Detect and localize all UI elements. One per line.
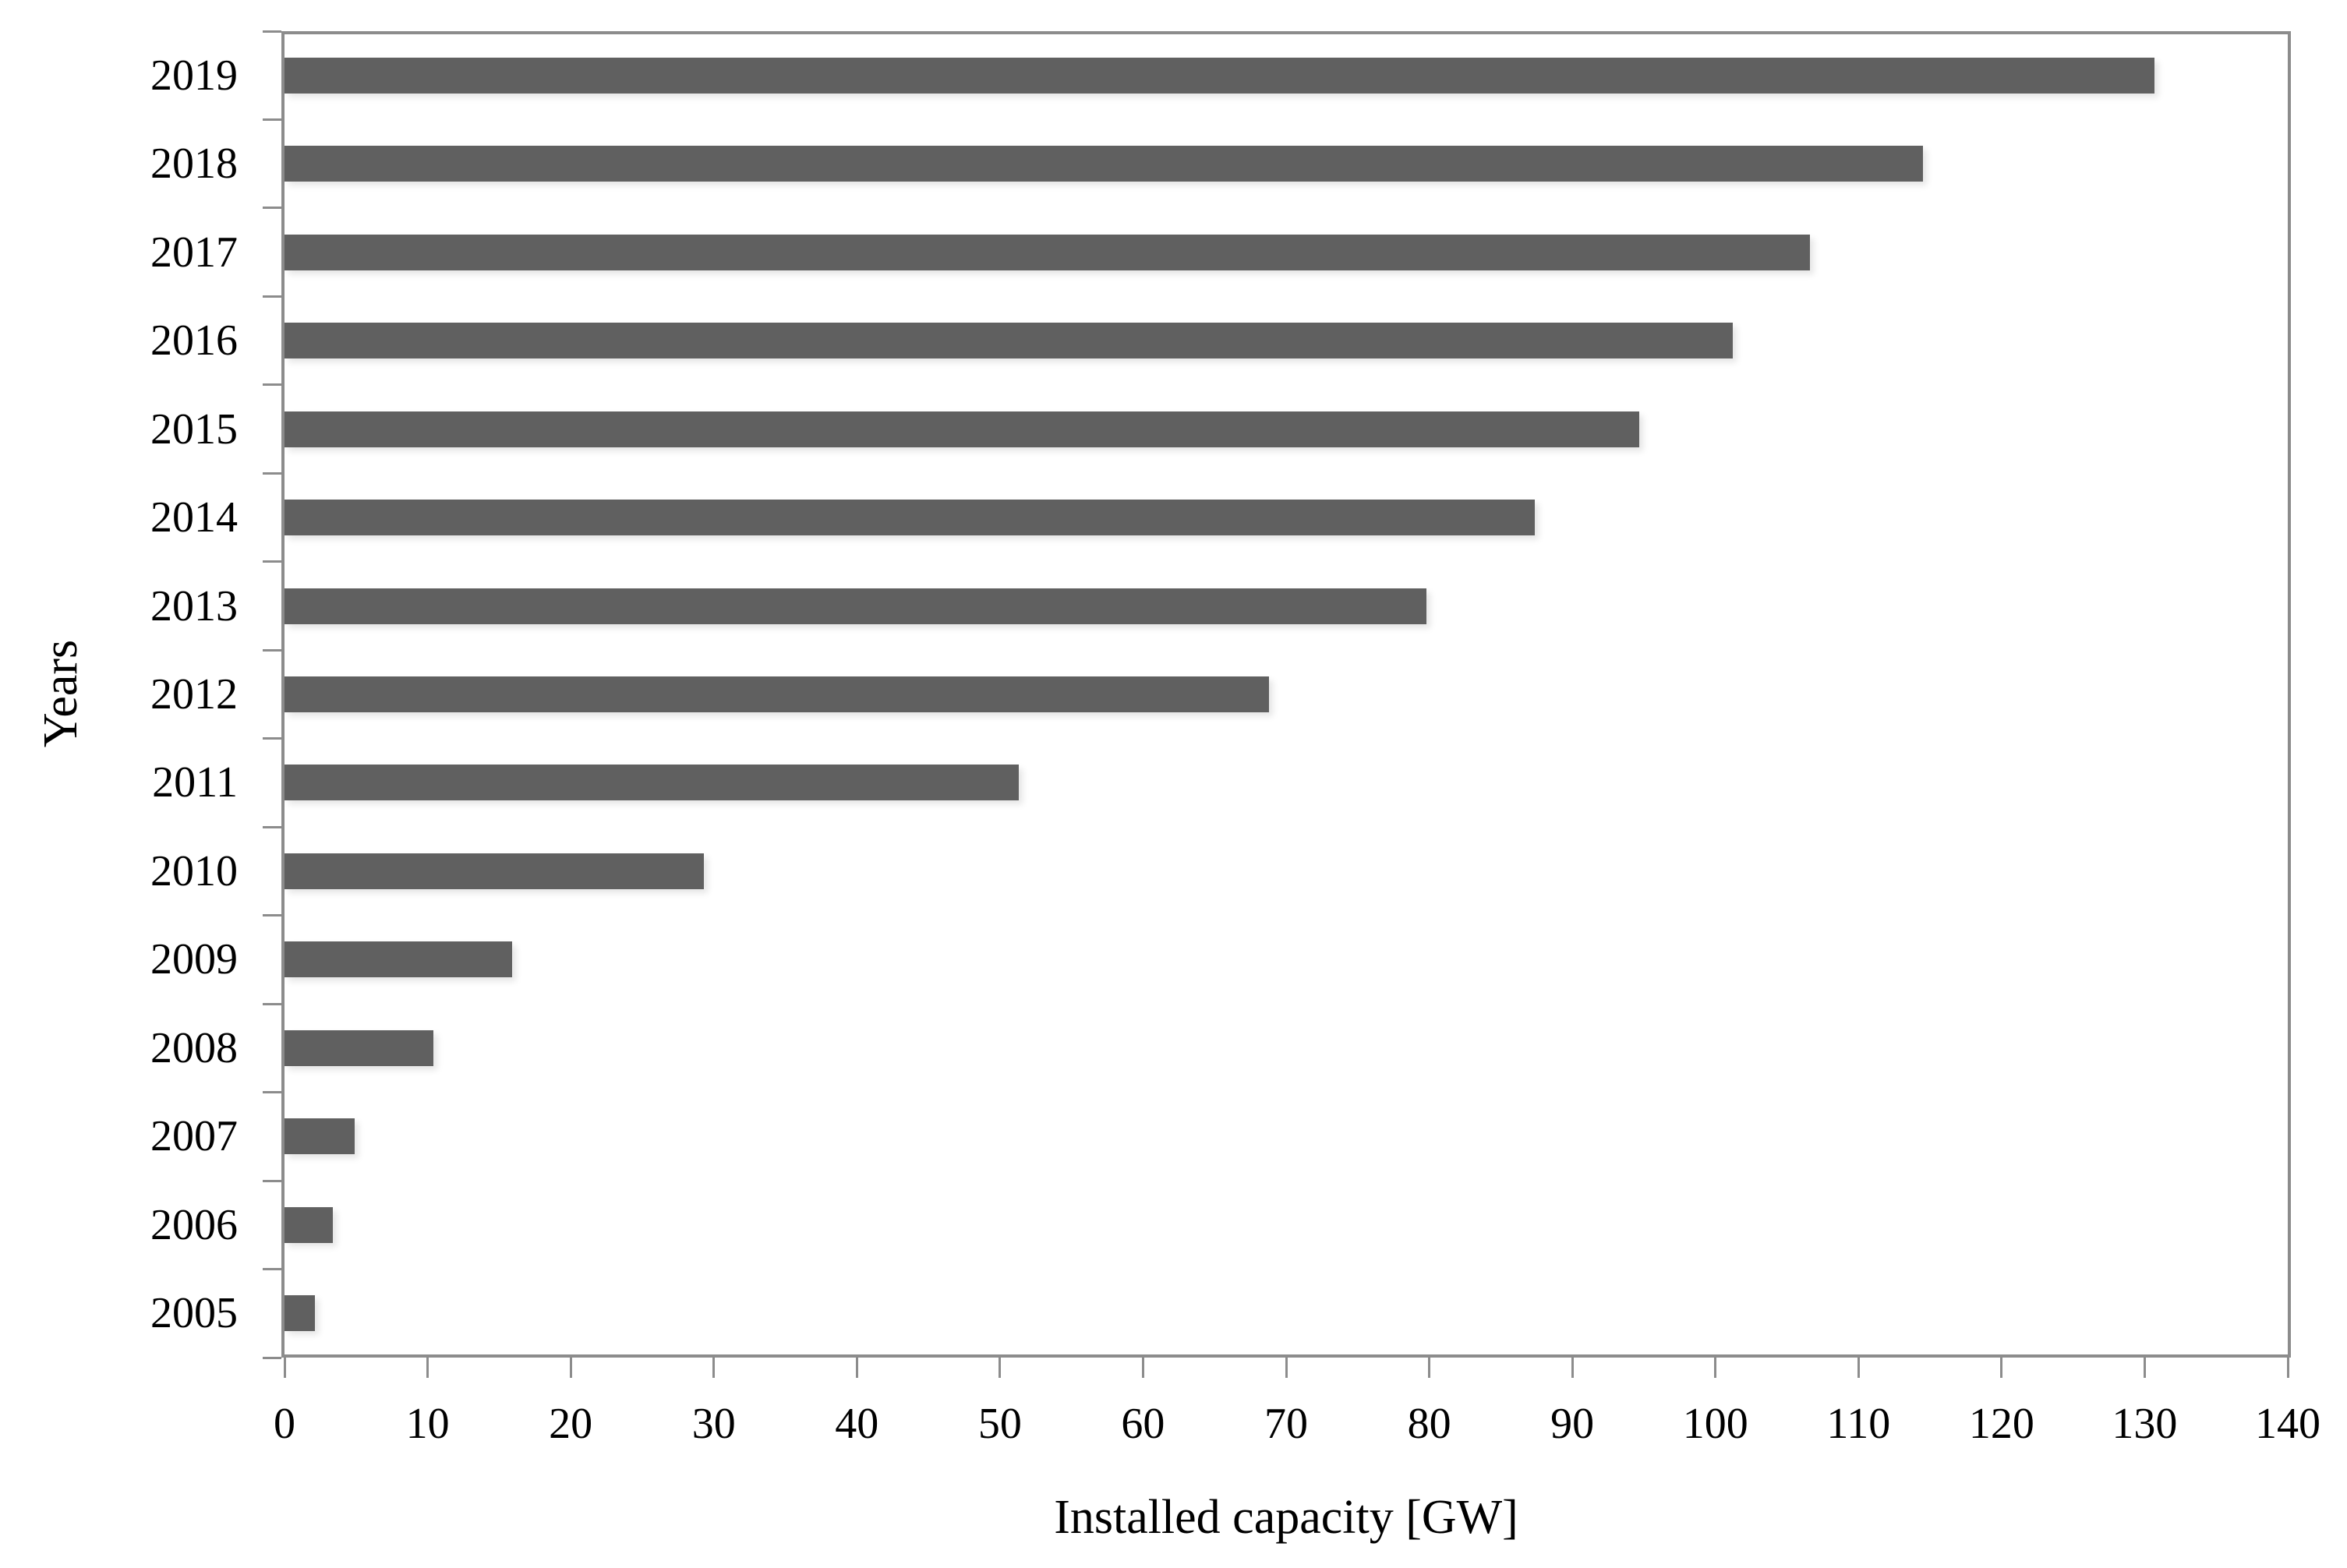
year-label-2010: 2010 bbox=[150, 846, 238, 895]
bar-2009 bbox=[285, 941, 512, 978]
x-axis-tick bbox=[2000, 1358, 2003, 1378]
x-tick-label-120: 120 bbox=[1968, 1400, 2034, 1448]
x-tick-label-140: 140 bbox=[2255, 1400, 2320, 1448]
bar-2007 bbox=[285, 1118, 355, 1155]
year-label-2013: 2013 bbox=[150, 581, 238, 630]
x-axis-tick bbox=[1857, 1358, 1860, 1378]
bar-2011 bbox=[285, 765, 1019, 801]
y-axis-tick bbox=[263, 1179, 281, 1182]
bar-2008 bbox=[285, 1029, 433, 1066]
year-label-2005: 2005 bbox=[150, 1289, 238, 1338]
y-axis-tick bbox=[263, 648, 281, 652]
x-tick-label-30: 30 bbox=[691, 1400, 736, 1448]
x-tick-label-70: 70 bbox=[1264, 1400, 1308, 1448]
x-tick-label-50: 50 bbox=[977, 1400, 1022, 1448]
x-axis-tick bbox=[2286, 1358, 2289, 1378]
x-tick-label-110: 110 bbox=[1826, 1400, 1891, 1448]
x-axis-tick bbox=[1571, 1358, 1574, 1378]
x-tick-label-0: 0 bbox=[274, 1400, 295, 1448]
x-tick-label-100: 100 bbox=[1682, 1400, 1748, 1448]
year-label-2018: 2018 bbox=[150, 139, 238, 189]
year-label-2008: 2008 bbox=[150, 1023, 238, 1072]
year-label-2017: 2017 bbox=[150, 228, 238, 277]
y-axis-tick bbox=[263, 737, 281, 740]
x-tick-label-130: 130 bbox=[2112, 1400, 2178, 1448]
x-axis-tick bbox=[1141, 1358, 1144, 1378]
year-label-2014: 2014 bbox=[150, 493, 238, 542]
x-tick-label-90: 90 bbox=[1550, 1400, 1595, 1448]
year-label-2006: 2006 bbox=[150, 1200, 238, 1249]
bar-2006 bbox=[285, 1206, 333, 1243]
x-tick-label-60: 60 bbox=[1121, 1400, 1165, 1448]
x-axis-tick bbox=[1428, 1358, 1431, 1378]
y-axis-tick bbox=[263, 295, 281, 298]
year-label-2019: 2019 bbox=[150, 51, 238, 100]
bar-2017 bbox=[285, 234, 1810, 270]
bar-2005 bbox=[285, 1295, 315, 1332]
bar-2016 bbox=[285, 323, 1733, 359]
bar-2014 bbox=[285, 500, 1535, 536]
x-axis-tick bbox=[855, 1358, 858, 1378]
y-axis-tick bbox=[263, 914, 281, 917]
x-axis-tick bbox=[1714, 1358, 1717, 1378]
y-axis-tick bbox=[263, 383, 281, 387]
bar-2015 bbox=[285, 411, 1639, 447]
x-axis-tick bbox=[569, 1358, 572, 1378]
x-tick-label-10: 10 bbox=[405, 1400, 450, 1448]
year-label-2011: 2011 bbox=[152, 758, 238, 807]
x-tick-label-40: 40 bbox=[835, 1400, 879, 1448]
x-axis-tick bbox=[712, 1358, 716, 1378]
y-axis-tick bbox=[263, 471, 281, 475]
y-axis-tick bbox=[263, 118, 281, 121]
x-axis-tick bbox=[426, 1358, 429, 1378]
x-tick-label-20: 20 bbox=[549, 1400, 593, 1448]
y-axis-tick bbox=[263, 30, 281, 33]
y-axis-tick bbox=[263, 207, 281, 210]
y-axis-tick bbox=[263, 1268, 281, 1271]
bar-2010 bbox=[285, 853, 704, 889]
y-axis-tick bbox=[263, 1356, 281, 1359]
x-axis-tick bbox=[999, 1358, 1002, 1378]
year-label-2016: 2016 bbox=[150, 316, 238, 366]
bar-2018 bbox=[285, 146, 1923, 182]
x-tick-label-80: 80 bbox=[1407, 1400, 1451, 1448]
y-axis-tick bbox=[263, 560, 281, 563]
bar-2013 bbox=[285, 588, 1426, 624]
x-axis-tick bbox=[283, 1358, 286, 1378]
x-axis-tick bbox=[2143, 1358, 2146, 1378]
bar-2019 bbox=[285, 57, 2154, 94]
y-axis-tick bbox=[263, 825, 281, 828]
year-label-2007: 2007 bbox=[150, 1112, 238, 1161]
x-axis-title: Installed capacity [GW] bbox=[1054, 1491, 1518, 1544]
y-axis-tick bbox=[263, 1002, 281, 1005]
x-axis-tick bbox=[1285, 1358, 1288, 1378]
year-label-2015: 2015 bbox=[150, 404, 238, 454]
year-label-2009: 2009 bbox=[150, 935, 238, 984]
bar-2012 bbox=[285, 676, 1269, 712]
year-label-2012: 2012 bbox=[150, 670, 238, 719]
y-axis-tick bbox=[263, 1091, 281, 1094]
